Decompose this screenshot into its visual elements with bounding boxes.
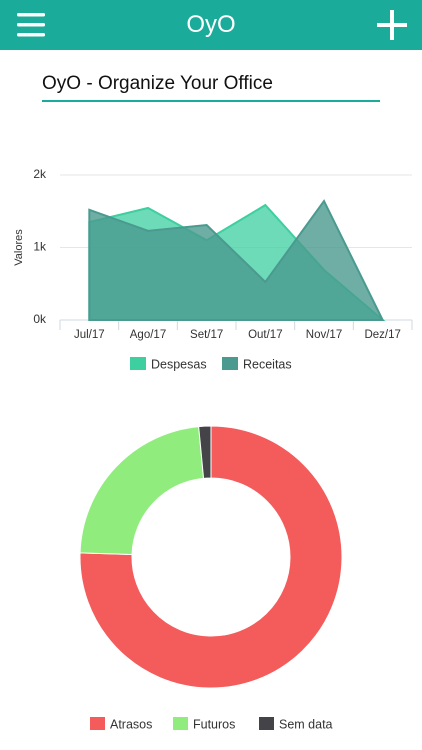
donut-slice xyxy=(79,425,343,689)
app-bar: OyO xyxy=(0,0,422,50)
area xyxy=(88,203,386,321)
legend-label: Receitas xyxy=(243,357,292,371)
y-axis-label: Valores xyxy=(13,229,25,266)
x-tick-label: Dez/17 xyxy=(364,329,400,341)
area xyxy=(88,199,385,321)
legend-label: Futuros xyxy=(193,717,235,731)
office-name-input[interactable]: OyO - Organize Your Office xyxy=(42,70,380,102)
app-title: OyO xyxy=(186,11,236,38)
legend-swatch xyxy=(90,717,105,730)
legend-label: Despesas xyxy=(151,357,207,371)
x-tick-label: Set/17 xyxy=(190,329,223,341)
add-button[interactable] xyxy=(376,9,408,41)
legend-label: Sem data xyxy=(279,717,333,731)
legend-swatch xyxy=(130,357,146,370)
menu-button[interactable] xyxy=(17,13,47,37)
y-tick-label: 1k xyxy=(33,240,47,254)
legend-swatch xyxy=(259,717,274,730)
legend-swatch xyxy=(173,717,188,730)
x-tick-label: Nov/17 xyxy=(306,329,342,341)
donut-slice xyxy=(198,425,212,479)
y-tick-label: 2k xyxy=(33,167,47,181)
donut-slice xyxy=(79,426,205,556)
legend-swatch xyxy=(222,357,238,370)
x-tick-label: Out/17 xyxy=(248,329,283,341)
x-tick-label: Ago/17 xyxy=(130,329,166,341)
x-tick-label: Jul/17 xyxy=(74,329,105,341)
legend-label: Atrasos xyxy=(110,717,152,731)
y-tick-label: 0k xyxy=(33,312,47,326)
